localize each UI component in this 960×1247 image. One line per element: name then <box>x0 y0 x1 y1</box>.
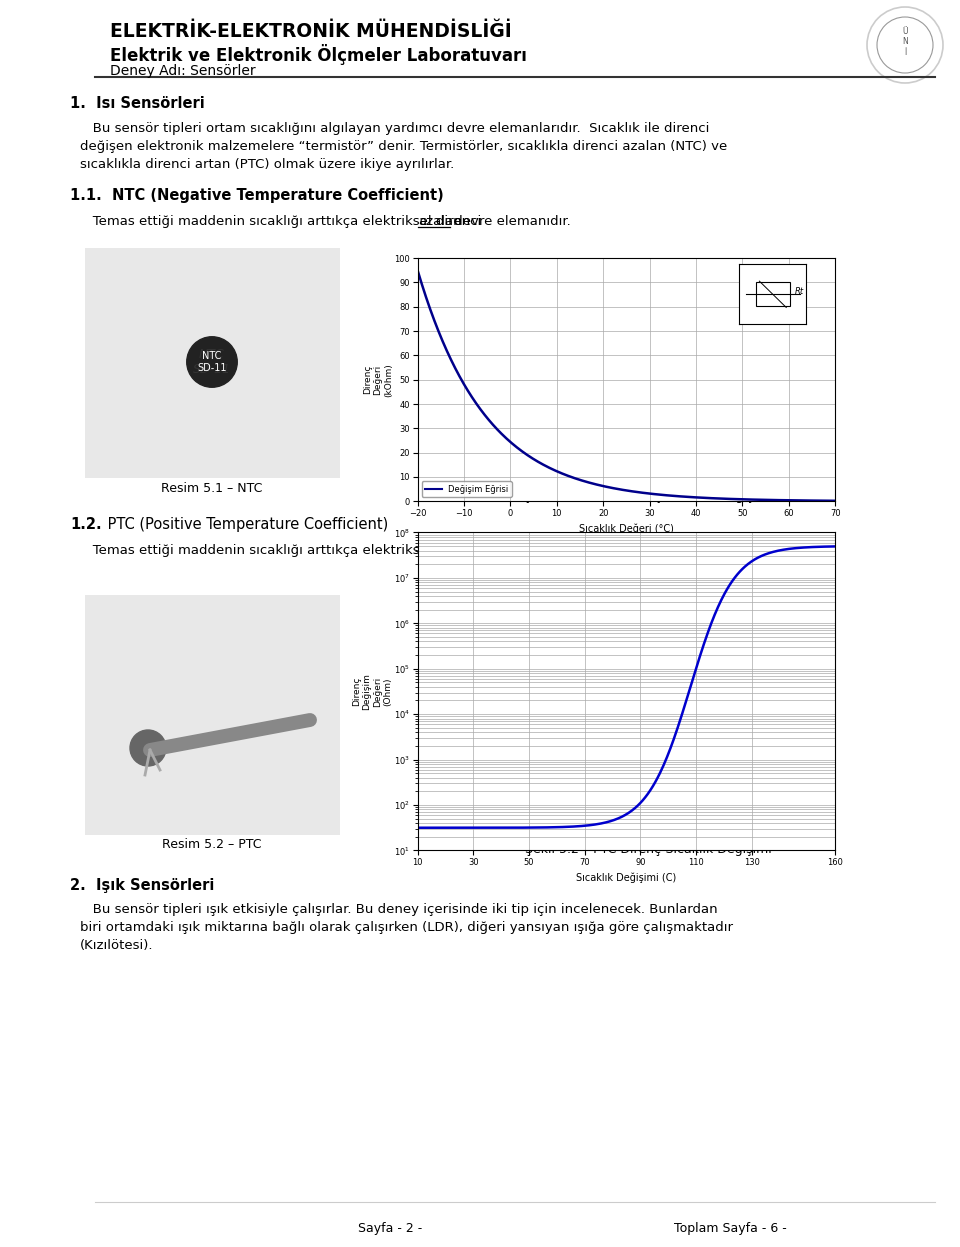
Text: PTC (Positive Temperature Coefficient): PTC (Positive Temperature Coefficient) <box>103 518 388 532</box>
Text: NTC
SD-11: NTC SD-11 <box>193 348 231 377</box>
X-axis label: Sıcaklık Değişimi (C): Sıcaklık Değişimi (C) <box>576 873 677 883</box>
Bar <box>756 282 789 307</box>
Text: devre elemanıdır.: devre elemanıdır. <box>444 544 565 557</box>
Text: Toplam Sayfa - 6 -: Toplam Sayfa - 6 - <box>674 1222 786 1235</box>
Text: ELEKTRİK-ELEKTRONİK MÜHENDİSLİĞİ: ELEKTRİK-ELEKTRONİK MÜHENDİSLİĞİ <box>110 22 512 41</box>
Text: değişen elektronik malzemelere “termistör” denir. Termistörler, sıcaklıkla diren: değişen elektronik malzemelere “termistö… <box>80 140 728 153</box>
Legend: Değişim Eğrisi: Değişim Eğrisi <box>421 481 512 498</box>
X-axis label: Sıcaklık Değeri (°C): Sıcaklık Değeri (°C) <box>579 524 674 534</box>
Text: biri ortamdaki ışık miktarına bağlı olarak çalışırken (LDR), diğeri yansıyan ışı: biri ortamdaki ışık miktarına bağlı olar… <box>80 922 733 934</box>
Text: Bu sensör tipleri ortam sıcaklığını algılayan yardımcı devre elemanlarıdır.  Sıc: Bu sensör tipleri ortam sıcaklığını algı… <box>80 122 709 135</box>
Text: Şekil 5.1 – NTC Direnç-Sıcaklık Değişimi: Şekil 5.1 – NTC Direnç-Sıcaklık Değişimi <box>524 490 772 503</box>
FancyBboxPatch shape <box>85 595 340 835</box>
Text: devre elemanıdır.: devre elemanıdır. <box>449 214 570 228</box>
Text: Sayfa - 2 -: Sayfa - 2 - <box>358 1222 422 1235</box>
Text: azalan: azalan <box>418 214 462 228</box>
Text: NTC
SD-11: NTC SD-11 <box>197 352 227 373</box>
Text: Temas ettiği maddenin sıcaklığı arttıkça elektriksel direnci: Temas ettiği maddenin sıcaklığı arttıkça… <box>80 544 486 557</box>
Text: Deney Adı: Sensörler: Deney Adı: Sensörler <box>110 64 255 79</box>
Text: Şekil 5.2 – PTC Direnç-Sıcaklık Değişimi: Şekil 5.2 – PTC Direnç-Sıcaklık Değişimi <box>524 843 772 855</box>
Text: sıcaklıkla direnci artan (PTC) olmak üzere ikiye ayrılırlar.: sıcaklıkla direnci artan (PTC) olmak üze… <box>80 158 454 171</box>
Y-axis label: Direnç
Değişim
Değeri
(Ohm): Direnç Değişim Değeri (Ohm) <box>352 673 393 710</box>
Circle shape <box>130 729 166 766</box>
Text: 2.  Işık Sensörleri: 2. Işık Sensörleri <box>70 878 214 893</box>
FancyBboxPatch shape <box>85 248 340 478</box>
Text: Resim 5.1 – NTC: Resim 5.1 – NTC <box>161 483 263 495</box>
Text: Temas ettiği maddenin sıcaklığı arttıkça elektriksel direnci: Temas ettiği maddenin sıcaklığı arttıkça… <box>80 214 486 228</box>
Text: Elektrik ve Elektronik Ölçmeler Laboratuvarı: Elektrik ve Elektronik Ölçmeler Laboratu… <box>110 44 527 65</box>
Text: 1.1.  NTC (Negative Temperature Coefficient): 1.1. NTC (Negative Temperature Coefficie… <box>70 188 444 203</box>
Text: Resim 5.2 – PTC: Resim 5.2 – PTC <box>162 838 262 850</box>
Text: Bu sensör tipleri ışık etkisiyle çalışırlar. Bu deney içerisinde iki tip için in: Bu sensör tipleri ışık etkisiyle çalışır… <box>80 903 718 917</box>
Text: 1.2.: 1.2. <box>70 518 102 532</box>
Text: Rt: Rt <box>794 287 804 296</box>
Text: Ü
N
İ: Ü N İ <box>902 27 908 57</box>
Y-axis label: Direnç
Değeri
(kOhm): Direnç Değeri (kOhm) <box>363 363 393 397</box>
Text: artan: artan <box>418 544 453 557</box>
Text: 1.  Isı Sensörleri: 1. Isı Sensörleri <box>70 96 204 111</box>
Text: (Kızılötesi).: (Kızılötesi). <box>80 939 154 951</box>
